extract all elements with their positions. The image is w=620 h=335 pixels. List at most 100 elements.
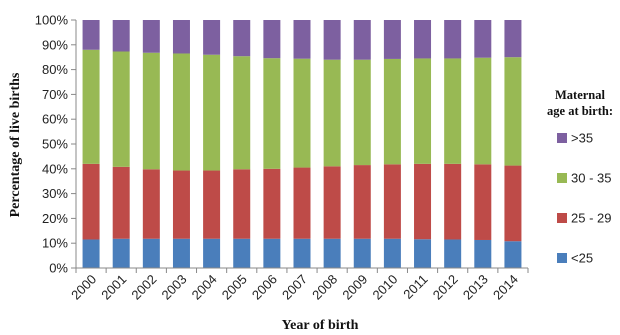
bar-segment xyxy=(172,170,190,239)
bar-segment xyxy=(383,20,401,59)
y-tick-label: 10% xyxy=(42,236,68,251)
legend-swatch xyxy=(557,173,567,183)
x-tick-label: 2008 xyxy=(309,272,340,303)
y-tick-label: 70% xyxy=(42,87,68,102)
x-tick-label: 2014 xyxy=(490,272,521,303)
legend-title-line-2: age at birth: xyxy=(547,104,613,118)
bar-segment xyxy=(293,238,311,268)
x-tick-label: 2003 xyxy=(159,272,190,303)
bar-segment xyxy=(172,20,190,54)
bar-segment xyxy=(353,20,371,60)
x-tick-label: 2004 xyxy=(189,272,220,303)
bar-segment xyxy=(474,164,492,240)
x-tick-label: 2011 xyxy=(400,272,430,302)
x-tick-label: 2005 xyxy=(219,272,250,303)
bar-segment xyxy=(82,163,100,240)
bar-segment xyxy=(233,20,251,57)
bar-segment xyxy=(323,166,341,239)
bar-segment xyxy=(504,241,522,268)
bar-segment xyxy=(142,20,160,53)
x-tick-label: 2013 xyxy=(460,272,491,303)
bar-segment xyxy=(414,58,432,164)
bar-segment xyxy=(353,238,371,268)
y-tick-label: 80% xyxy=(42,62,68,77)
bar-segment xyxy=(112,51,130,167)
legend-entry-label: 30 - 35 xyxy=(571,171,611,186)
x-tick-label: 2006 xyxy=(249,272,280,303)
bar-segment xyxy=(444,20,462,59)
bar-segment xyxy=(323,59,341,167)
bar-segment xyxy=(293,167,311,239)
bar-segment xyxy=(504,57,522,166)
x-tick-label: 2001 xyxy=(98,272,129,303)
axes xyxy=(75,20,528,269)
y-axis-ticks: 0% 10% 20% 30% 40% 50% 60% 70% 80% 90% 100% xyxy=(35,13,76,276)
x-tick-label: 2000 xyxy=(68,272,99,303)
bar-segment xyxy=(263,58,281,169)
y-tick-label: 60% xyxy=(42,112,68,127)
legend-entry-label: 25 - 29 xyxy=(571,211,611,226)
bar-segment xyxy=(203,20,221,55)
bar-segment xyxy=(293,20,311,59)
legend-swatch xyxy=(557,213,567,223)
x-axis-title: Year of birth xyxy=(282,318,359,333)
bar-segment xyxy=(263,20,281,59)
bar-segment xyxy=(383,238,401,268)
bar-segment xyxy=(263,238,281,268)
legend-entry-label: <25 xyxy=(571,251,593,266)
legend-swatch xyxy=(557,133,567,143)
bar-segment xyxy=(474,20,492,58)
bar-segment xyxy=(444,58,462,164)
bar-segment xyxy=(383,58,401,165)
bar-segment xyxy=(233,56,251,170)
y-axis-title: Percentage of live births xyxy=(8,72,23,217)
x-tick-label: 2010 xyxy=(369,272,400,303)
bar-segment xyxy=(263,168,281,239)
y-tick-label: 40% xyxy=(42,161,68,176)
bar-segment xyxy=(82,239,100,268)
x-axis-ticks: 2000 2001 2002 2003 2004 2005 2006 2007 2008 2009… xyxy=(68,268,529,303)
bar-segment xyxy=(172,53,190,171)
bar-segment xyxy=(203,238,221,268)
bar-segment xyxy=(383,164,401,239)
y-tick-label: 100% xyxy=(35,13,69,28)
bar-segment xyxy=(504,165,522,242)
y-tick-label: 20% xyxy=(42,211,68,226)
bar-segment xyxy=(353,59,371,166)
bar-segment xyxy=(414,239,432,268)
legend-title-line-1: Maternal xyxy=(555,88,606,102)
legend-swatch xyxy=(557,253,567,263)
bar-segment xyxy=(474,57,492,165)
bar-segment xyxy=(323,20,341,60)
y-tick-label: 0% xyxy=(49,261,68,276)
y-tick-label: 30% xyxy=(42,186,68,201)
y-tick-label: 50% xyxy=(42,137,68,152)
bar-stacks xyxy=(82,20,522,268)
bar-segment xyxy=(504,20,522,58)
bar-segment xyxy=(203,54,221,171)
bar-segment xyxy=(142,52,160,170)
bar-segment xyxy=(112,238,130,268)
x-tick-label: 2012 xyxy=(430,272,461,303)
bar-segment xyxy=(414,163,432,240)
bar-segment xyxy=(474,239,492,268)
bar-segment xyxy=(353,165,371,239)
bar-segment xyxy=(233,169,251,239)
bar-segment xyxy=(172,238,190,268)
y-tick-label: 90% xyxy=(42,37,68,52)
bar-segment xyxy=(82,49,100,164)
x-tick-label: 2009 xyxy=(339,272,370,303)
x-tick-label: 2002 xyxy=(128,272,159,303)
bar-segment xyxy=(112,20,130,52)
bar-segment xyxy=(203,170,221,239)
legend: Maternal age at birth: >35 30 - 35 25 - 29… xyxy=(547,88,613,266)
bar-segment xyxy=(444,239,462,268)
bar-segment xyxy=(142,169,160,239)
bar-segment xyxy=(142,238,160,268)
bar-segment xyxy=(293,58,311,168)
bar-segment xyxy=(323,238,341,268)
bar-segment xyxy=(82,20,100,50)
bar-segment xyxy=(444,163,462,240)
bar-segment xyxy=(233,238,251,268)
